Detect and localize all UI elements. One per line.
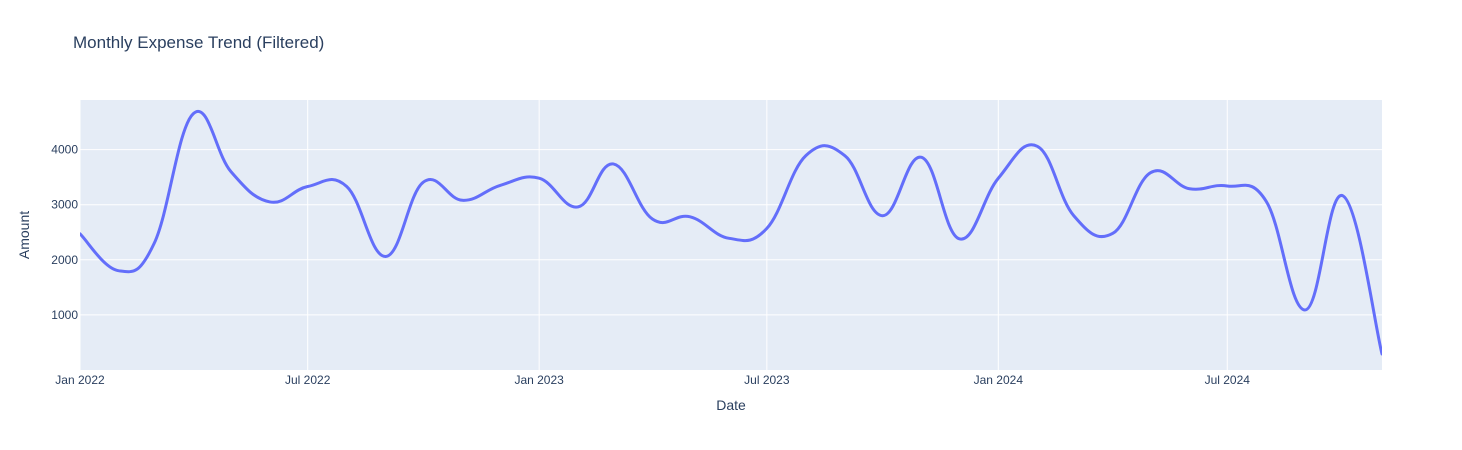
plot-area — [80, 100, 1382, 370]
x-tick-label: Jan 2022 — [55, 373, 105, 387]
x-tick-label: Jul 2022 — [285, 373, 331, 387]
x-tick-label: Jan 2024 — [974, 373, 1024, 387]
gridlines — [79, 100, 1382, 370]
chart-title: Monthly Expense Trend (Filtered) — [73, 33, 325, 52]
y-axis-ticks: 1000 2000 3000 4000 — [51, 143, 78, 322]
x-axis-title: Date — [716, 397, 746, 413]
y-tick-label: 2000 — [51, 253, 78, 267]
x-tick-label: Jan 2023 — [514, 373, 564, 387]
x-tick-label: Jul 2023 — [744, 373, 790, 387]
x-tick-label: Jul 2024 — [1205, 373, 1251, 387]
y-axis-title: Amount — [16, 211, 32, 259]
series-line — [80, 109, 1382, 356]
y-tick-label: 3000 — [51, 198, 78, 212]
x-axis-ticks: Jan 2022 Jul 2022 Jan 2023 Jul 2023 Jan 2024… — [55, 373, 1250, 387]
y-tick-label: 1000 — [51, 308, 78, 322]
y-tick-label: 4000 — [51, 143, 78, 157]
